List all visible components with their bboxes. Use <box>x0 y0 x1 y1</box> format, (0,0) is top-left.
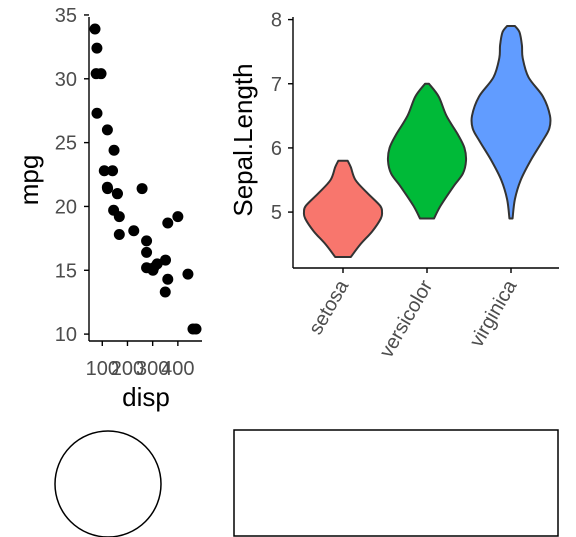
violin-x-tick-label: setosa <box>305 276 354 339</box>
scatter-point <box>162 273 174 285</box>
scatter-x-tick-label: 100 <box>86 358 119 380</box>
violin-y-tick-label: 7 <box>271 74 282 96</box>
scatter-x-axis-title: disp <box>122 382 170 412</box>
scatter-point <box>141 246 153 258</box>
scatter-x-tick-label: 400 <box>161 358 194 380</box>
violin-y-ticks: 5 6 7 8 <box>271 10 293 224</box>
scatter-point <box>160 254 172 266</box>
scatter-point <box>108 144 120 156</box>
scatter-point <box>113 229 125 241</box>
scatter-y-tick-label: 30 <box>55 69 77 91</box>
scatter-point <box>162 217 174 229</box>
scatter-point <box>128 225 140 237</box>
scatter-point <box>182 268 194 280</box>
violin-y-tick-label: 8 <box>271 10 282 32</box>
scatter-point <box>108 204 120 216</box>
scatter-point <box>159 286 171 298</box>
scatter-x-tick-label: 300 <box>136 358 169 380</box>
scatter-point <box>101 124 113 136</box>
scatter-point <box>141 235 153 247</box>
violin-versicolor <box>386 82 468 220</box>
scatter-point <box>111 188 123 200</box>
scatter-point <box>187 323 199 335</box>
violin-y-tick-label: 5 <box>271 202 282 224</box>
violin-x-tick-label: virginica <box>466 276 522 351</box>
scatter-point <box>102 183 114 195</box>
violins <box>302 25 552 258</box>
violin-virginica <box>470 25 552 220</box>
violin-setosa <box>302 159 384 258</box>
scatter-point <box>107 165 119 177</box>
scatter-point <box>95 68 107 80</box>
scatter-point <box>91 107 103 119</box>
violin-x-ticks: setosa versicolor virginica <box>305 268 522 362</box>
scatter-y-tick-label: 15 <box>55 260 77 282</box>
scatter-point <box>147 264 159 276</box>
scatter-y-tick-label: 20 <box>55 196 77 218</box>
scatter-points <box>89 23 202 335</box>
scatter-point <box>98 165 110 177</box>
scatter-y-tick-label: 35 <box>55 5 77 27</box>
scatter-y-tick-label: 25 <box>55 133 77 155</box>
scatter-point <box>91 42 103 54</box>
scatter-y-ticks: 10 15 20 25 30 35 <box>55 5 89 346</box>
scatter-y-axis-title: mpg <box>14 155 44 206</box>
empty-circle <box>54 430 162 537</box>
violin-x-tick-label: versicolor <box>375 276 437 361</box>
violin-panel: 5 6 7 8 setosa versicolor virginica Sepal.Len… <box>228 10 559 362</box>
violin-y-tick-label: 6 <box>271 138 282 160</box>
scatter-point <box>172 211 184 223</box>
scatter-point <box>89 23 101 35</box>
empty-rectangle <box>233 429 559 537</box>
violin-y-axis-title: Sepal.Length <box>228 63 258 216</box>
scatter-x-tick-label: 200 <box>111 358 144 380</box>
scatter-y-tick-label: 10 <box>55 324 77 346</box>
scatter-point <box>136 183 148 195</box>
